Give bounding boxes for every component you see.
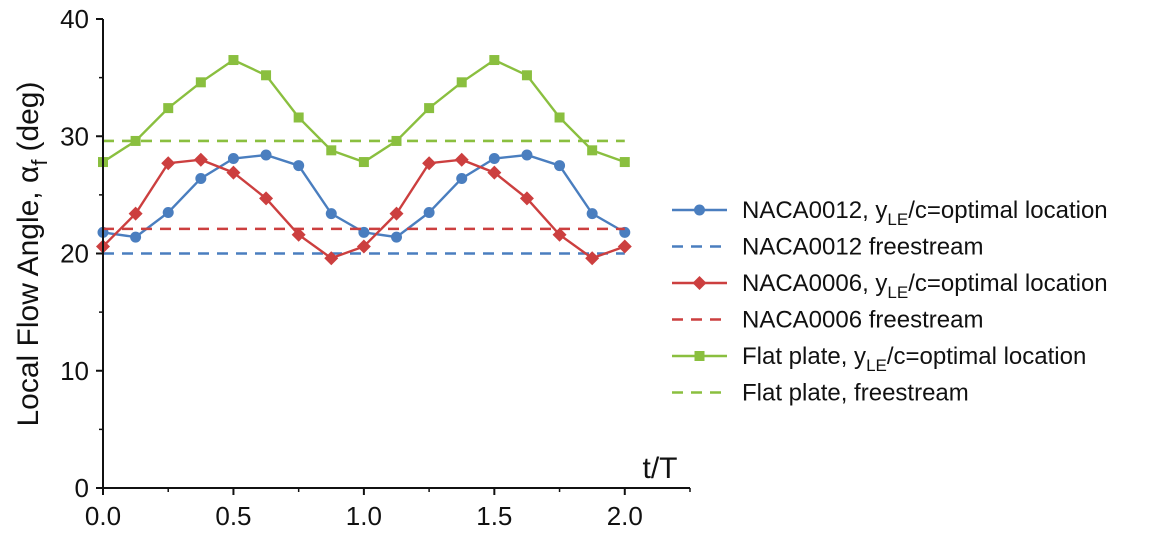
data-point [454,152,469,167]
data-point [291,227,306,242]
axes-layer: 0 10 20 30 40 0.0 0.5 1.0 1.5 2.0t/T Local Flow An… [12,4,691,531]
legend-label: Flat plate, freestream [742,380,969,407]
data-point [326,145,337,156]
y-axis-title-sub: f [27,159,52,166]
data-point [587,145,598,156]
data-point [487,165,502,180]
data-point [358,157,369,168]
legend-label-main: NACA0012, y [742,197,887,224]
data-point [324,251,339,266]
data-point [163,103,174,114]
legend-label: NACA0006 freestream [742,307,983,334]
x-tick-label: 1.5 [476,501,512,531]
data-point [228,55,239,66]
legend-label-main: Flat plate, freestream [742,380,969,407]
data-point [423,206,435,218]
series-flat-plate-y-le-c-optimal-location [98,55,630,168]
series-naca0012-y-le-c-optimal-location [97,149,631,243]
legend-label: NACA0012 freestream [742,234,983,261]
data-point [195,77,206,88]
y-axis-title-main: Local Flow Angle, α [12,166,45,427]
data-point [162,206,174,218]
y-tick-label: 0 [75,473,89,503]
legend-label-tail: /c=optimal location [908,197,1107,224]
data-point [193,152,208,167]
data-point [130,231,142,243]
legend-label-tail: /c=optimal location [887,343,1086,370]
data-point [456,77,467,88]
x-tick-label: 1.0 [346,501,382,531]
legend-label-sub: LE [866,356,887,375]
x-tick-label: 0.5 [215,501,251,531]
data-point [293,160,305,172]
data-point [422,156,437,171]
legend-marker [694,351,705,361]
data-point [128,206,143,221]
data-point [619,157,630,168]
legend-label: NACA0012, yLE/c=optimal location [742,197,1108,229]
data-point [489,55,500,66]
data-point [585,251,600,266]
data-point [424,103,435,114]
data-point [226,165,241,180]
legend-marker [694,204,705,216]
data-point [356,239,371,254]
legend-label-main: NACA0012 freestream [742,234,983,261]
legend-label-tail: /c=optimal location [908,270,1107,297]
legend-item-flat-plate-y-le-c-optimal-location: Flat plate, yLE/c=optimal location [672,343,1086,375]
data-point [358,226,370,238]
legend-item-naca0012-freestream: NACA0012 freestream [672,234,983,261]
legend-marker [692,276,707,290]
data-point [391,231,402,243]
x-tick-label: 0.0 [85,501,121,531]
legend-item-flat-plate-freestream: Flat plate, freestream [672,380,969,407]
data-point [554,112,565,123]
data-point [260,149,272,161]
y-tick-label: 30 [60,121,89,151]
series-naca0006-y-le-c-optimal-location [96,152,632,266]
data-point [261,70,272,81]
y-axis-title-unit: (deg) [12,82,45,152]
data-point [325,208,337,220]
legend-label-main: Flat plate, y [742,343,866,370]
legend: NACA0012, yLE/c=optimal locationNACA0012… [672,197,1108,407]
data-point [130,135,141,146]
y-tick-label: 20 [60,239,89,269]
legend-item-naca0006-y-le-c-optimal-location: NACA0006, yLE/c=optimal location [672,270,1108,302]
data-point [259,191,274,206]
data-point [617,239,632,254]
legend-label: NACA0006, yLE/c=optimal location [742,270,1108,302]
data-point [586,208,598,220]
data-point [521,70,532,81]
legend-label-sub: LE [887,283,908,302]
data-point [554,160,566,172]
series-line [102,58,626,164]
x-tick-label: 2.0 [607,501,643,531]
legend-label-sub: LE [887,210,908,229]
data-point [293,112,304,123]
legend-item-naca0012-y-le-c-optimal-location: NACA0012, yLE/c=optimal location [672,197,1108,229]
data-point [488,153,500,165]
data-point [456,172,468,184]
series-layer [96,55,632,266]
data-point [552,227,567,242]
y-axis-title: Local Flow Angle, αf (deg) [12,82,52,427]
data-point [161,156,176,171]
data-point [519,191,534,206]
data-point [389,206,404,221]
legend-item-naca0006-freestream: NACA0006 freestream [672,307,983,334]
y-tick-label: 10 [60,356,89,386]
y-tick-label: 40 [60,4,89,34]
series-line [102,153,626,239]
x-axis-title: t/T [643,452,678,485]
legend-label-main: NACA0006 freestream [742,307,983,334]
data-point [195,172,207,184]
legend-label-main: NACA0006, y [742,270,887,297]
data-point [521,149,533,161]
data-point [227,153,239,165]
legend-label: Flat plate, yLE/c=optimal location [742,343,1086,375]
